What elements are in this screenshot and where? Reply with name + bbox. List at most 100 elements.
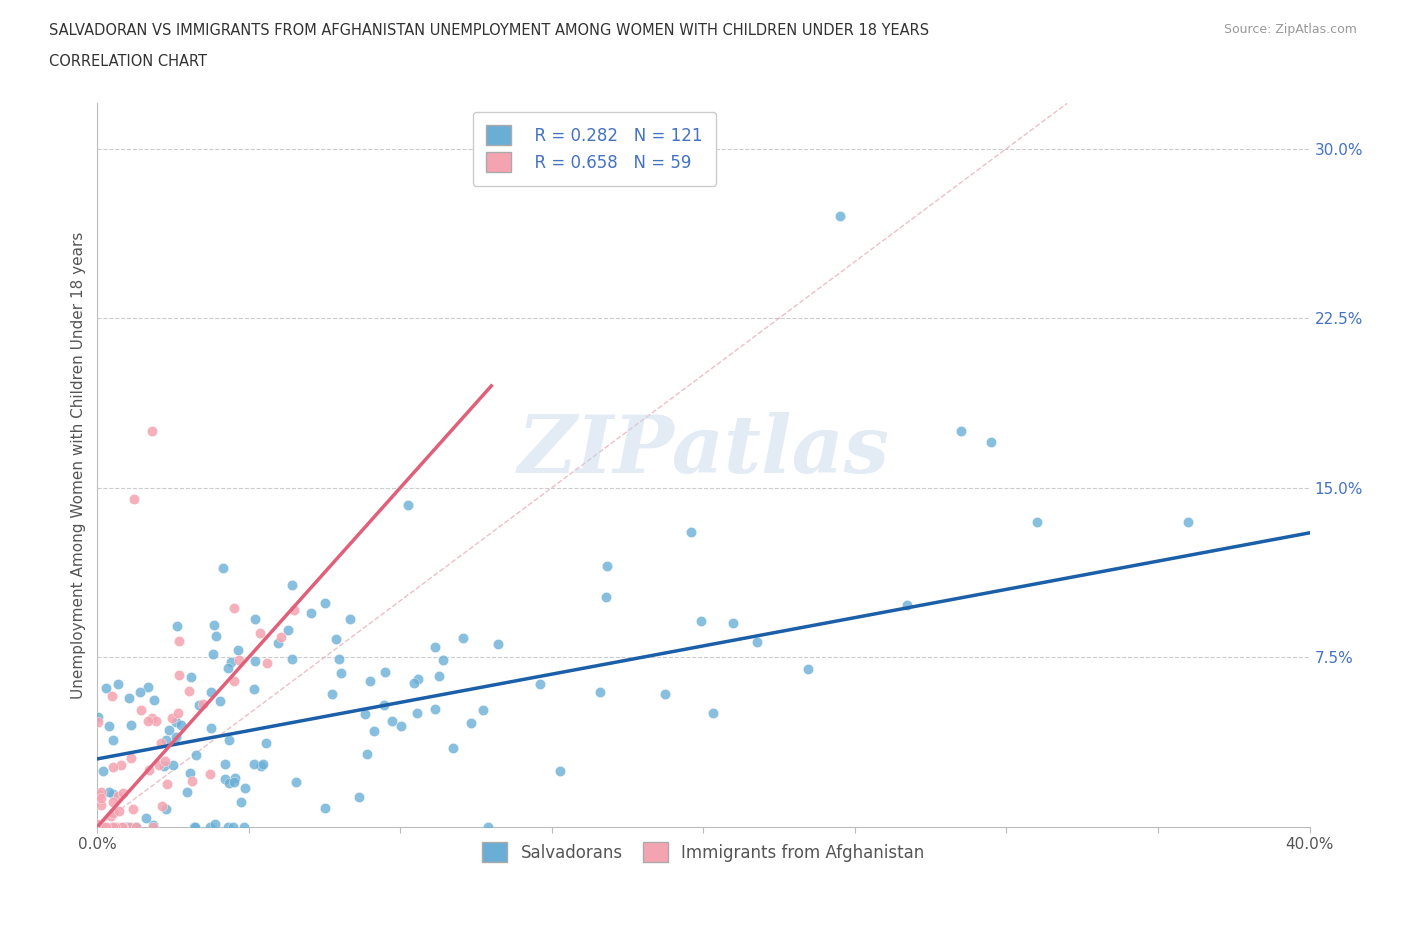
Point bbox=[1177, 514, 1199, 529]
Point bbox=[86, 710, 108, 724]
Point bbox=[224, 770, 246, 785]
Point bbox=[222, 819, 245, 834]
Point bbox=[166, 618, 188, 633]
Point bbox=[1025, 514, 1047, 529]
Point bbox=[120, 819, 142, 834]
Point bbox=[266, 636, 288, 651]
Text: CORRELATION CHART: CORRELATION CHART bbox=[49, 54, 207, 69]
Point bbox=[150, 799, 173, 814]
Point bbox=[103, 787, 125, 802]
Point bbox=[299, 605, 322, 620]
Point bbox=[162, 757, 184, 772]
Point bbox=[122, 491, 145, 506]
Point bbox=[219, 655, 242, 670]
Point bbox=[103, 819, 125, 834]
Point bbox=[204, 629, 226, 644]
Point bbox=[200, 721, 222, 736]
Point bbox=[105, 819, 128, 834]
Point bbox=[167, 705, 190, 720]
Point bbox=[193, 697, 215, 711]
Point bbox=[112, 785, 135, 800]
Point bbox=[451, 631, 474, 645]
Point bbox=[325, 631, 347, 646]
Point bbox=[252, 756, 274, 771]
Point bbox=[233, 819, 256, 834]
Point bbox=[373, 698, 395, 712]
Point bbox=[589, 685, 612, 700]
Point bbox=[214, 756, 236, 771]
Point bbox=[90, 797, 112, 812]
Point bbox=[167, 668, 190, 683]
Point bbox=[101, 805, 124, 820]
Point bbox=[224, 601, 246, 616]
Point bbox=[110, 757, 132, 772]
Point bbox=[165, 714, 187, 729]
Point bbox=[98, 719, 121, 734]
Point bbox=[950, 424, 973, 439]
Point bbox=[472, 703, 495, 718]
Point bbox=[155, 753, 177, 768]
Point bbox=[425, 701, 447, 716]
Text: ZIPatlas: ZIPatlas bbox=[517, 412, 890, 489]
Point bbox=[550, 764, 572, 778]
Point bbox=[486, 637, 509, 652]
Point bbox=[228, 653, 250, 668]
Point bbox=[111, 819, 134, 834]
Point bbox=[217, 819, 239, 834]
Point bbox=[363, 724, 385, 738]
Point bbox=[159, 723, 181, 737]
Point bbox=[177, 684, 200, 698]
Point bbox=[208, 694, 231, 709]
Point bbox=[212, 561, 235, 576]
Point bbox=[723, 616, 745, 631]
Point bbox=[120, 718, 142, 733]
Point bbox=[94, 819, 117, 834]
Point bbox=[148, 757, 170, 772]
Point bbox=[87, 819, 110, 834]
Point bbox=[224, 774, 246, 789]
Point bbox=[90, 790, 112, 805]
Point bbox=[184, 819, 207, 834]
Point bbox=[328, 652, 350, 667]
Text: SALVADORAN VS IMMIGRANTS FROM AFGHANISTAN UNEMPLOYMENT AMONG WOMEN WITH CHILDREN: SALVADORAN VS IMMIGRANTS FROM AFGHANISTA… bbox=[49, 23, 929, 38]
Point bbox=[218, 776, 240, 790]
Point bbox=[217, 660, 239, 675]
Point bbox=[90, 819, 112, 834]
Text: Source: ZipAtlas.com: Source: ZipAtlas.com bbox=[1223, 23, 1357, 36]
Point bbox=[104, 819, 127, 834]
Point bbox=[284, 775, 307, 790]
Point bbox=[277, 623, 299, 638]
Point bbox=[405, 705, 427, 720]
Point bbox=[214, 772, 236, 787]
Legend: Salvadorans, Immigrants from Afghanistan: Salvadorans, Immigrants from Afghanistan bbox=[475, 835, 931, 869]
Point bbox=[249, 626, 271, 641]
Point bbox=[101, 733, 124, 748]
Point bbox=[243, 682, 266, 697]
Point bbox=[460, 715, 482, 730]
Point bbox=[529, 676, 551, 691]
Point bbox=[135, 810, 157, 825]
Point bbox=[141, 711, 163, 725]
Point bbox=[91, 819, 114, 834]
Point bbox=[243, 611, 266, 626]
Point bbox=[180, 670, 202, 684]
Point bbox=[204, 817, 226, 832]
Point bbox=[679, 525, 702, 539]
Point bbox=[243, 653, 266, 668]
Point bbox=[243, 756, 266, 771]
Point bbox=[110, 819, 132, 834]
Point bbox=[101, 794, 124, 809]
Point bbox=[595, 590, 617, 604]
Point bbox=[381, 713, 404, 728]
Point bbox=[87, 819, 110, 834]
Point bbox=[250, 758, 273, 773]
Point bbox=[87, 714, 110, 729]
Point bbox=[160, 711, 183, 725]
Point bbox=[100, 808, 122, 823]
Point bbox=[152, 758, 174, 773]
Point bbox=[145, 713, 167, 728]
Point bbox=[86, 817, 108, 832]
Point bbox=[321, 686, 343, 701]
Point bbox=[396, 498, 419, 512]
Point bbox=[181, 774, 204, 789]
